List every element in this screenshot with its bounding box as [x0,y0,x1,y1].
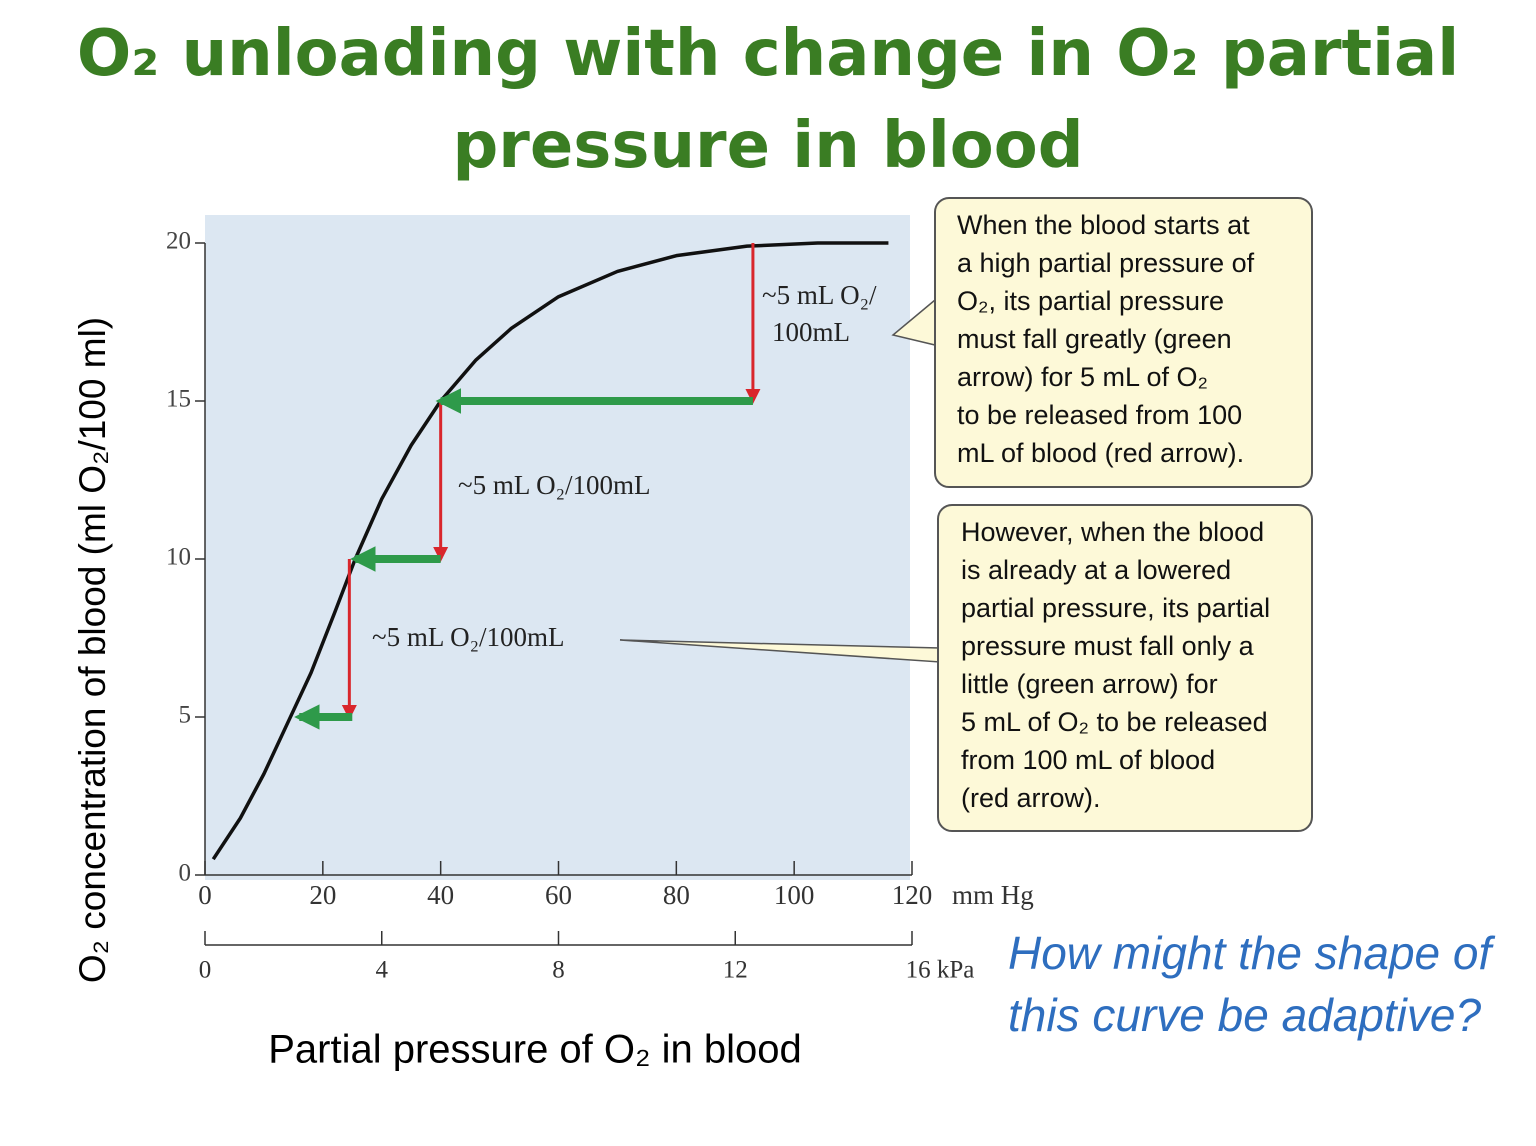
title-text: O₂ unloading with change in O₂ partial p… [76,17,1460,183]
x2-tick-label: 8 [552,957,565,984]
callout-line: 5 mL of O₂ to be released [961,707,1268,737]
slide-title: O₂ unloading with change in O₂ partial p… [0,8,1536,192]
callout-box [934,197,1313,488]
annotation: ~5 mL O₂/ [762,280,877,310]
annotation: 100mL [772,317,850,347]
x2-tick-label: 4 [376,957,389,984]
callout-line: pressure must fall only a [961,631,1254,661]
callout-line: When the blood starts at [957,210,1250,240]
x2-tick-label: 12 [723,957,748,984]
curve [211,241,889,861]
annotation: ~5 mL O₂/100mL [458,470,651,500]
x-axis-label: Partial pressure of O₂ in blood [268,1028,802,1072]
y-tick-label: 15 [166,386,191,413]
x-unit-label: mm Hg [952,880,1034,910]
y-axis-label: O₂ concentration of blood (ml O₂/100 ml) [72,317,113,983]
callout-text: However, when the blood is already at a l… [961,513,1270,817]
y-tick-label: 20 [166,228,191,255]
x-tick-label: 100 [774,880,815,910]
callout-line: O₂, its partial pressure [957,286,1225,316]
y-tick-label: 10 [166,544,191,571]
callout-line: partial pressure, its partial [961,593,1271,623]
callout-line: is already at a lowered [961,555,1232,585]
plot-background [205,215,910,880]
x2-tick-label: 0 [199,957,212,984]
callout-line: a high partial pressure of [957,248,1255,278]
x-tick-label: 40 [427,880,454,910]
x-tick-label: 20 [309,880,336,910]
callout-box [937,504,1313,832]
x2-tick-label: 16 kPa [906,957,975,984]
callout-line: mL of blood (red arrow). [957,438,1245,468]
x-tick-label: 60 [545,880,572,910]
callout-line: to be released from 100 [957,400,1243,430]
callout-text: When the blood starts at a high partial p… [957,206,1254,472]
callout-line: However, when the blood [961,517,1265,547]
callout-line: arrow) for 5 mL of O₂ [957,362,1209,392]
callout-line: (red arrow). [961,783,1101,813]
callout-line: must fall greatly (green [957,324,1232,354]
question: How might the shape of this curve be ada… [1008,927,1492,1041]
y-tick-label: 0 [179,860,192,887]
callout-line: from 100 mL of blood [961,745,1216,775]
x-tick-label: 120 [892,880,933,910]
x-tick-label: 0 [198,880,212,910]
y-tick-label: 5 [179,702,192,729]
annotation: ~5 mL O₂/100mL [372,622,565,652]
x-tick-label: 80 [663,880,690,910]
callout-line: little (green arrow) for [961,669,1218,699]
